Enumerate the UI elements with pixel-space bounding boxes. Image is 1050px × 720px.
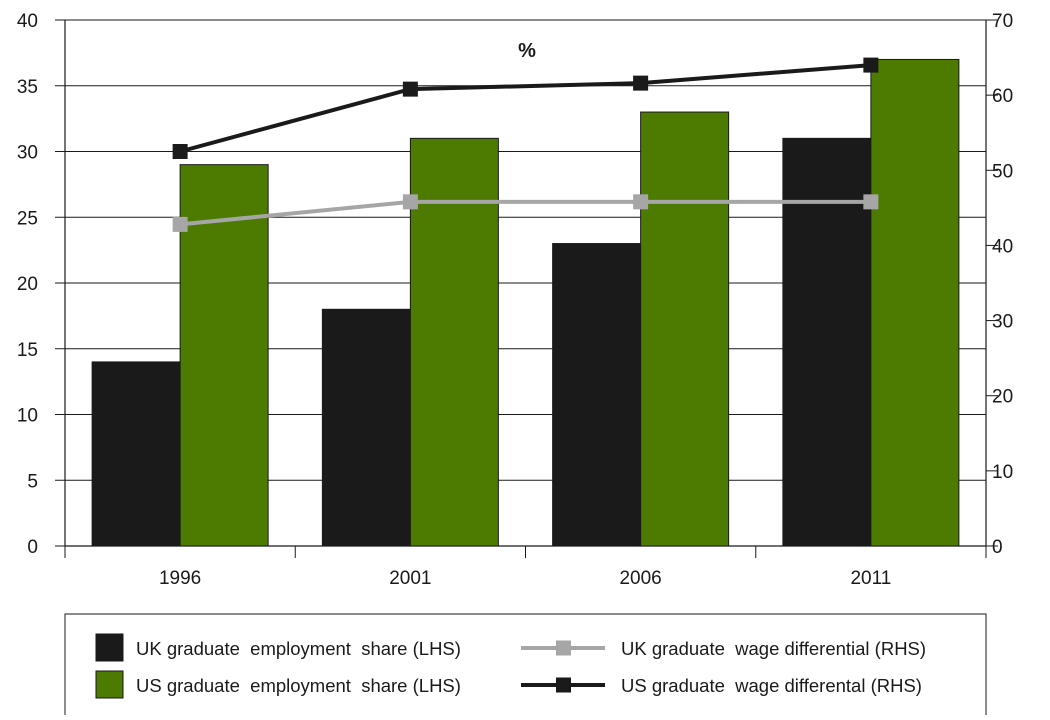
left-tick-label: 35 [17,77,38,98]
left-tick-label: 30 [17,143,38,164]
lines [172,57,879,232]
x-tick-label: 2006 [619,568,661,589]
left-tick-label: 25 [17,208,38,229]
point-uk-wage-1996 [172,216,188,232]
chart-title: % [518,40,536,62]
left-tick-label: 15 [17,340,38,361]
point-us-wage-2011 [863,57,879,73]
point-us-wage-1996 [172,144,188,159]
right-tick-label: 0 [992,537,1003,558]
line-us-wage [179,63,872,154]
left-tick-label: 40 [17,11,38,32]
legend-marker [556,640,571,656]
bar-us-1996 [179,164,269,547]
legend-label: US graduate wage differental (RHS) [621,675,922,696]
bar-us-2001 [409,137,499,547]
bar-us-2006 [640,111,730,547]
bars [91,58,960,547]
right-tick-label: 50 [992,161,1013,182]
point-us-wage-2006 [633,75,649,91]
legend-label: UK graduate wage differential (RHS) [621,638,926,659]
legend-label: US graduate employment share (LHS) [136,675,461,696]
line-uk-wage [179,199,871,227]
right-tick-label: 30 [992,312,1013,333]
bar-uk-1996 [91,361,181,547]
legend-swatch [95,670,124,699]
legend-label: UK graduate employment share (LHS) [136,638,461,659]
x-tick-label: 2001 [389,568,431,589]
left-tick-label: 20 [17,274,38,295]
right-tick-label: 10 [992,462,1013,483]
x-tick-label: 2011 [850,568,891,589]
right-tick-label: 70 [992,11,1013,32]
bar-uk-2001 [321,308,411,547]
right-tick-label: 40 [992,236,1013,257]
right-tick-label: 20 [992,387,1013,408]
bar-uk-2006 [552,243,642,547]
point-uk-wage-2011 [863,194,879,210]
left-tick-label: 0 [27,537,38,558]
right-tick-label: 60 [992,86,1013,107]
x-tick-label: 1996 [159,568,201,589]
point-uk-wage-2001 [402,194,418,210]
legend-swatch [95,633,124,662]
point-uk-wage-2006 [633,194,649,210]
point-us-wage-2001 [402,81,418,97]
left-tick-label: 10 [17,406,38,427]
legend-marker [556,677,571,693]
bar-uk-2011 [782,137,872,547]
bar-us-2011 [870,58,960,547]
legend: UK graduate employment share (LHS) US gra… [64,613,987,715]
legend-box [64,613,987,715]
left-tick-label: 5 [27,471,38,492]
